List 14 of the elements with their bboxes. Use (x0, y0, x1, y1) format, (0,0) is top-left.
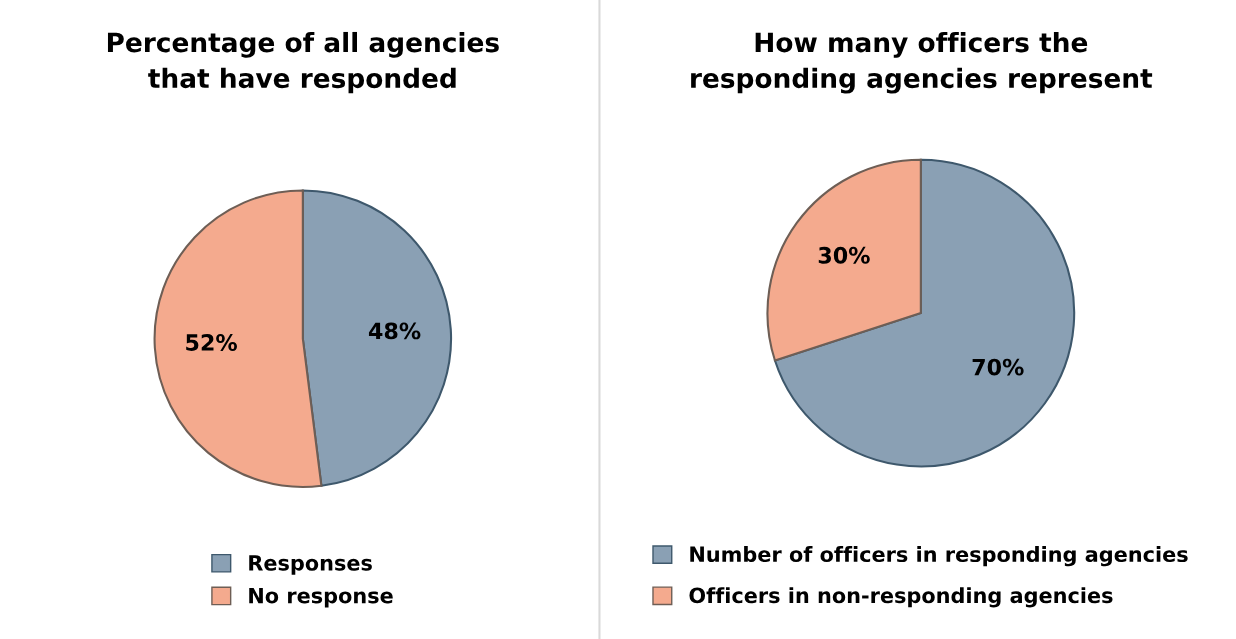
chart-title: How many officers the responding agencies represent (691, 31, 1153, 94)
legend-label: Responses (249, 555, 372, 575)
legend-label: Number of officers in responding agencies (690, 545, 1188, 567)
data-label: 70% (972, 358, 1024, 376)
pie-slice (301, 189, 453, 487)
data-label: 48% (368, 322, 421, 340)
pie-slice (766, 158, 922, 362)
legend-label: Officers in non-responding agencies (689, 587, 1113, 608)
data-label: 52% (186, 334, 237, 351)
legend-label: No response (249, 587, 393, 608)
pie-slice (773, 158, 1076, 468)
data-label: 30% (818, 246, 870, 264)
chart-title: Percentage of all agencies that have responded (107, 31, 499, 94)
pie-slice (153, 189, 323, 488)
